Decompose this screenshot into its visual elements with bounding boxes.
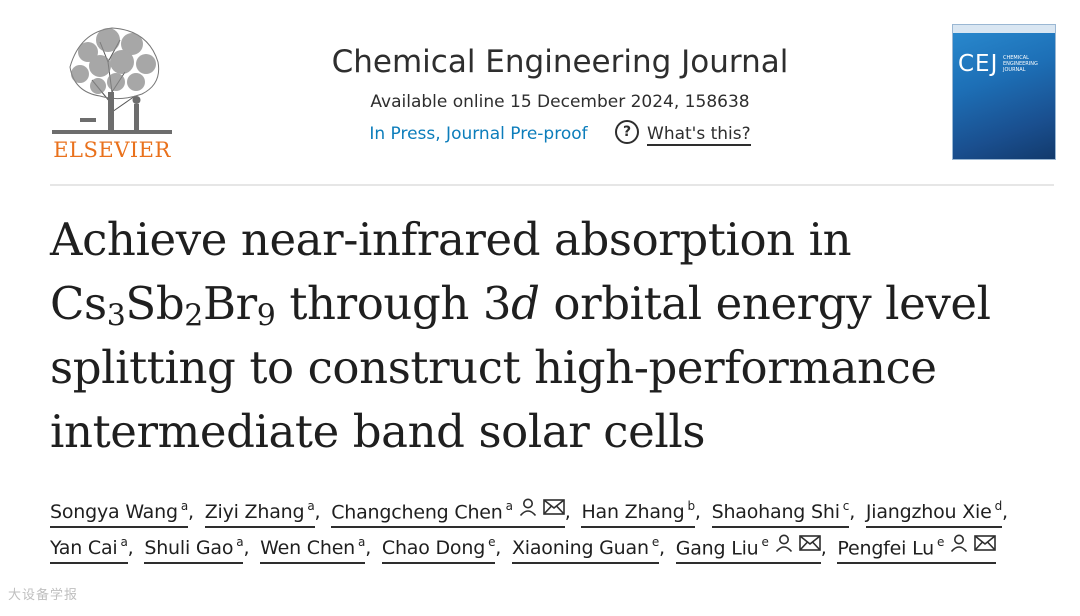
- in-press-link[interactable]: In Press, Journal Pre-proof: [369, 124, 588, 144]
- title-text-5: orbital energy level splitting to constr…: [50, 277, 991, 458]
- header-divider: [50, 184, 1054, 186]
- author-link[interactable]: Ziyi Zhang a: [204, 499, 315, 528]
- author-separator: ,: [243, 537, 250, 559]
- journal-cover-image[interactable]: CEJ CHEMICAL ENGINEERING JOURNAL: [952, 24, 1056, 160]
- affiliation-marker: e: [488, 535, 496, 549]
- author-separator: ,: [495, 537, 502, 559]
- title-italic-d: d: [511, 277, 540, 330]
- title-subscript-3: 9: [256, 298, 276, 334]
- article-title: Achieve near-infrared absorption in Cs3S…: [50, 208, 1060, 464]
- affiliation-marker: e: [651, 535, 660, 549]
- publisher-name: ELSEVIER: [53, 138, 171, 162]
- author-link[interactable]: Han Zhang b: [581, 499, 695, 528]
- elsevier-logo[interactable]: ELSEVIER: [50, 22, 174, 162]
- affiliation-marker: a: [180, 499, 188, 513]
- affiliation-marker: a: [505, 499, 513, 513]
- author-link[interactable]: Shaohang Shi c: [711, 499, 850, 528]
- author-separator: ,: [188, 501, 194, 523]
- title-text-3: Br: [202, 277, 257, 330]
- author-separator: ,: [564, 501, 571, 523]
- author-list: Songya Wang a, Ziyi Zhang a, Changcheng Ch…: [50, 494, 1060, 566]
- mail-icon: [542, 498, 565, 522]
- status-row: In Press, Journal Pre-proof ? What's this…: [270, 120, 850, 146]
- author-separator: ,: [1002, 501, 1008, 523]
- author-link[interactable]: Gang Liu e: [675, 533, 821, 564]
- affiliation-marker: a: [307, 499, 315, 513]
- author-name: Chao Dong: [381, 537, 486, 559]
- author-name: Xiaoning Guan: [511, 537, 649, 559]
- author-name: Shaohang Shi: [711, 501, 840, 523]
- title-subscript-2: 2: [184, 298, 203, 334]
- author-name: Songya Wang: [50, 501, 178, 523]
- affiliation-marker: e: [936, 535, 945, 549]
- author-separator: ,: [849, 501, 856, 523]
- author-separator: ,: [659, 537, 665, 559]
- affiliation-marker: e: [761, 535, 769, 549]
- affiliation-marker: d: [994, 499, 1003, 513]
- author-name: Han Zhang: [581, 501, 685, 523]
- article-header: ELSEVIER Chemical Engineering Journal Av…: [0, 0, 1080, 186]
- author-separator: ,: [820, 537, 827, 559]
- affiliation-marker: a: [120, 535, 128, 549]
- author-link[interactable]: Changcheng Chen a: [331, 497, 565, 528]
- affiliation-marker: a: [358, 535, 366, 549]
- title-text-4: through 3: [275, 277, 512, 330]
- mail-icon: [974, 534, 996, 558]
- author-link[interactable]: Chao Dong e: [381, 535, 496, 564]
- author-link[interactable]: Xiaoning Guan e: [511, 535, 660, 564]
- author-link[interactable]: Wen Chen a: [260, 535, 366, 564]
- title-subscript-1: 3: [106, 298, 126, 334]
- author-link[interactable]: Songya Wang a: [50, 499, 188, 528]
- journal-title-link[interactable]: Chemical Engineering Journal: [331, 44, 789, 80]
- author-name: Yan Cai: [50, 537, 118, 559]
- author-link[interactable]: Pengfei Lu e: [837, 533, 997, 564]
- whats-this-label: What's this?: [647, 124, 751, 146]
- author-separator: ,: [127, 537, 134, 559]
- author-name: Gang Liu: [675, 537, 759, 559]
- person-icon: [518, 497, 538, 523]
- author-link[interactable]: Shuli Gao a: [144, 535, 244, 564]
- cover-abbreviation: CEJ: [958, 51, 999, 77]
- author-separator: ,: [694, 501, 701, 523]
- affiliation-marker: a: [236, 535, 244, 549]
- author-separator: ,: [365, 537, 372, 559]
- title-text-1: Achieve near-infrared absorption in Cs: [50, 213, 852, 330]
- journal-info: Chemical Engineering Journal Available o…: [270, 42, 850, 146]
- person-icon: [949, 533, 969, 559]
- author-name: Jiangzhou Xie: [865, 501, 992, 523]
- person-icon: [774, 533, 794, 559]
- author-separator: ,: [314, 501, 321, 523]
- tree-icon: [52, 27, 172, 134]
- author-link[interactable]: Yan Cai a: [50, 535, 128, 564]
- title-text-2: Sb: [125, 277, 185, 330]
- author-name: Pengfei Lu: [837, 537, 934, 559]
- author-link[interactable]: Jiangzhou Xie d: [865, 499, 1003, 528]
- author-name: Wen Chen: [260, 537, 356, 559]
- availability-text: Available online 15 December 2024, 15863…: [370, 92, 750, 112]
- cover-journal-name: CHEMICAL ENGINEERING JOURNAL: [1003, 55, 1038, 73]
- watermark-text: 大设备学报: [8, 588, 79, 603]
- question-circle-icon: ?: [615, 120, 640, 144]
- affiliation-marker: b: [687, 499, 695, 513]
- author-name: Shuli Gao: [144, 537, 234, 559]
- mail-icon: [798, 534, 821, 558]
- author-name: Changcheng Chen: [331, 501, 503, 523]
- author-name: Ziyi Zhang: [204, 501, 305, 523]
- cover-top-band: [953, 25, 1055, 33]
- affiliation-marker: c: [842, 499, 850, 513]
- whats-this-button[interactable]: ? What's this?: [615, 120, 751, 146]
